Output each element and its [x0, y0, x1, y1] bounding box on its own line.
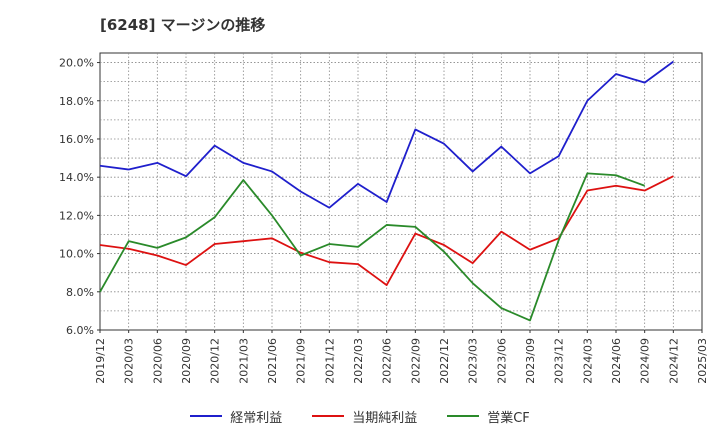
legend-label-operating-cf: 営業CF — [487, 410, 530, 426]
x-tick-label: 2024/09 — [639, 338, 652, 384]
y-tick-label: 6.0% — [66, 324, 94, 337]
series-line-1 — [99, 175, 674, 287]
x-tick-label: 2024/12 — [667, 338, 680, 384]
x-tick-label: 2022/12 — [438, 338, 451, 384]
y-tick-label: 18.0% — [59, 95, 94, 108]
y-tick-label: 12.0% — [59, 209, 94, 222]
legend-item-recurring-profit: 経常利益 — [190, 407, 282, 426]
chart-title: [6248] マージンの推移 — [100, 16, 266, 34]
x-tick-label: 2021/03 — [237, 338, 250, 384]
legend-swatch-net-income — [312, 415, 345, 417]
x-tick-label: 2023/12 — [553, 338, 566, 384]
x-tick-label: 2022/03 — [352, 338, 365, 384]
x-tick-label: 2020/03 — [123, 338, 136, 384]
x-tick-label: 2021/09 — [295, 338, 308, 384]
series-line-0 — [99, 60, 674, 209]
x-tick-label: 2021/06 — [266, 338, 279, 384]
y-tick-label: 16.0% — [59, 133, 94, 146]
x-tick-label: 2020/09 — [180, 338, 193, 384]
y-tick-label: 14.0% — [59, 171, 94, 184]
y-tick-label: 20.0% — [59, 57, 94, 70]
x-tick-label: 2019/12 — [94, 338, 107, 384]
x-tick-label: 2023/09 — [524, 338, 537, 384]
chart-legend: 経常利益 当期純利益 営業CF — [0, 404, 720, 428]
x-tick-label: 2025/03 — [696, 338, 709, 384]
x-tick-label: 2022/06 — [381, 338, 394, 384]
y-tick-label: 8.0% — [66, 286, 94, 299]
x-tick-label: 2021/12 — [323, 338, 336, 384]
x-tick-label: 2024/03 — [581, 338, 594, 384]
x-tick-label: 2022/09 — [409, 338, 422, 384]
legend-item-net-income: 当期純利益 — [312, 407, 417, 426]
y-tick-label: 10.0% — [59, 248, 94, 261]
legend-label-net-income: 当期純利益 — [352, 410, 418, 426]
x-tick-label: 2024/06 — [610, 338, 623, 384]
legend-swatch-recurring-profit — [190, 415, 223, 417]
x-tick-label: 2020/06 — [151, 338, 164, 384]
x-tick-label: 2020/12 — [209, 338, 222, 384]
plot-area — [99, 52, 703, 331]
legend-swatch-operating-cf — [447, 415, 480, 417]
legend-item-operating-cf: 営業CF — [447, 407, 530, 426]
legend-label-recurring-profit: 経常利益 — [230, 410, 283, 426]
series-line-2 — [99, 172, 645, 322]
x-tick-label: 2023/06 — [495, 338, 508, 384]
x-tick-label: 2023/03 — [467, 338, 480, 384]
